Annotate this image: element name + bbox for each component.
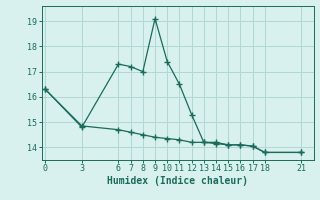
X-axis label: Humidex (Indice chaleur): Humidex (Indice chaleur) — [107, 176, 248, 186]
